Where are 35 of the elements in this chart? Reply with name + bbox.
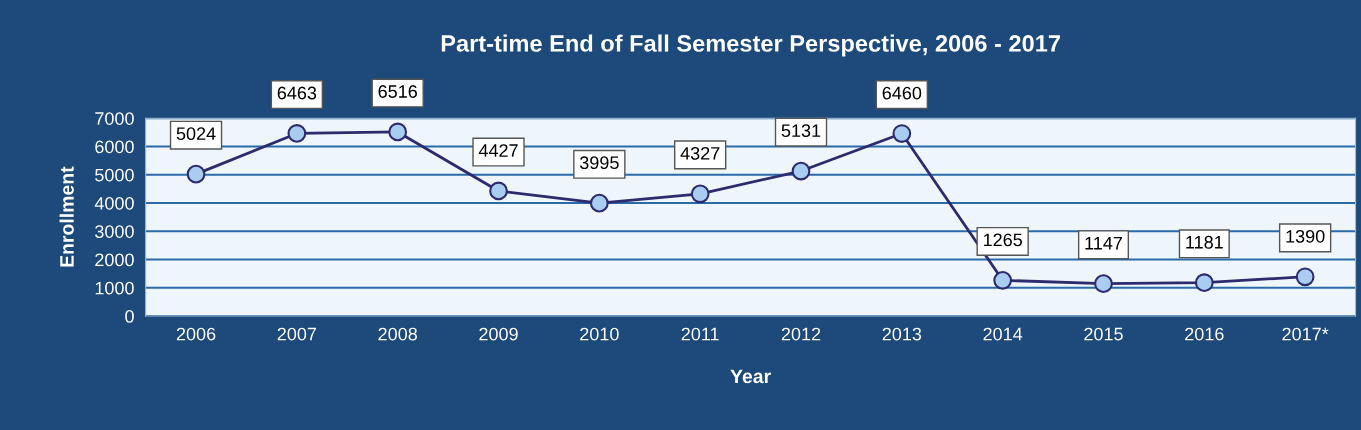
data-label: 1147 (1085, 237, 1122, 250)
chart-title: Part-time End of Fall Semester Perspective, 2006 - 2017 (441, 34, 1060, 57)
y-tick-label: 3000 (95, 225, 134, 238)
y-tick-label: 6000 (95, 140, 134, 154)
y-tick-label: 0 (125, 309, 134, 323)
x-tick-label: 2015 (1084, 327, 1123, 341)
data-label: 1265 (983, 233, 1022, 247)
data-label: 6516 (378, 85, 417, 98)
data-label: 1390 (1286, 229, 1325, 243)
y-tick-label: 5000 (95, 168, 134, 182)
x-tick-label: 2013 (882, 327, 922, 341)
data-label: 6460 (882, 86, 922, 100)
y-tick-label: 2000 (95, 253, 134, 267)
data-label: 6463 (277, 86, 317, 100)
x-tick-label: 2007 (277, 327, 317, 341)
x-tick-label: 2009 (479, 327, 518, 341)
data-label: 4427 (478, 144, 518, 157)
y-axis-title: Enrollment (59, 166, 74, 267)
x-tick-label: 2017* (1282, 327, 1329, 341)
data-label: 5131 (781, 124, 821, 138)
x-tick-label: 2012 (781, 327, 821, 341)
x-tick-label: 2011 (681, 327, 719, 341)
y-tick-label: 1000 (95, 281, 134, 295)
y-tick-label: 4000 (94, 196, 134, 210)
x-tick-label: 2014 (983, 327, 1023, 341)
x-axis-title: Year (730, 369, 771, 384)
data-label: 5024 (176, 127, 216, 141)
y-tick-label: 7000 (95, 112, 134, 125)
data-label: 4327 (680, 146, 720, 160)
x-tick-label: 2008 (378, 327, 417, 341)
data-label: 3995 (579, 156, 619, 170)
x-tick-label: 2010 (580, 327, 619, 341)
x-tick-label: 2006 (176, 327, 216, 341)
x-tick-label: 2016 (1185, 327, 1224, 341)
data-label: 1181 (1186, 235, 1223, 249)
